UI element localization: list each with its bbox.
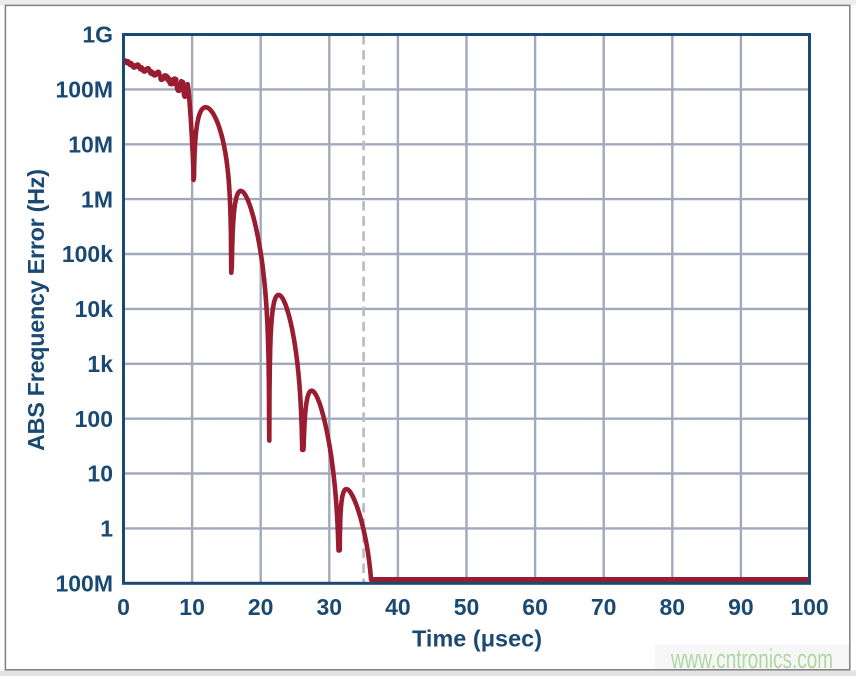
svg-text:100M: 100M [55, 571, 113, 597]
svg-text:1k: 1k [87, 351, 113, 377]
svg-text:10k: 10k [75, 296, 114, 322]
svg-text:20: 20 [248, 594, 274, 620]
svg-text:70: 70 [591, 594, 617, 620]
svg-text:100: 100 [75, 406, 113, 432]
svg-text:100k: 100k [62, 241, 113, 267]
svg-text:10: 10 [179, 594, 205, 620]
svg-text:40: 40 [385, 594, 411, 620]
svg-text:80: 80 [660, 594, 686, 620]
svg-text:50: 50 [454, 594, 480, 620]
svg-text:90: 90 [728, 594, 754, 620]
svg-text:60: 60 [522, 594, 548, 620]
svg-text:1G: 1G [82, 22, 113, 48]
svg-text:30: 30 [317, 594, 343, 620]
svg-text:1: 1 [100, 516, 113, 542]
svg-text:Time (μsec): Time (μsec) [412, 626, 542, 652]
svg-text:10M: 10M [68, 132, 113, 158]
svg-text:ABS Frequency Error (Hz): ABS Frequency Error (Hz) [23, 169, 49, 451]
svg-text:www.cntronics.com: www.cntronics.com [670, 644, 833, 674]
svg-text:10: 10 [87, 461, 113, 487]
svg-text:100: 100 [790, 594, 828, 620]
svg-text:0: 0 [117, 594, 130, 620]
svg-text:1M: 1M [81, 186, 113, 212]
svg-text:100M: 100M [55, 77, 113, 103]
